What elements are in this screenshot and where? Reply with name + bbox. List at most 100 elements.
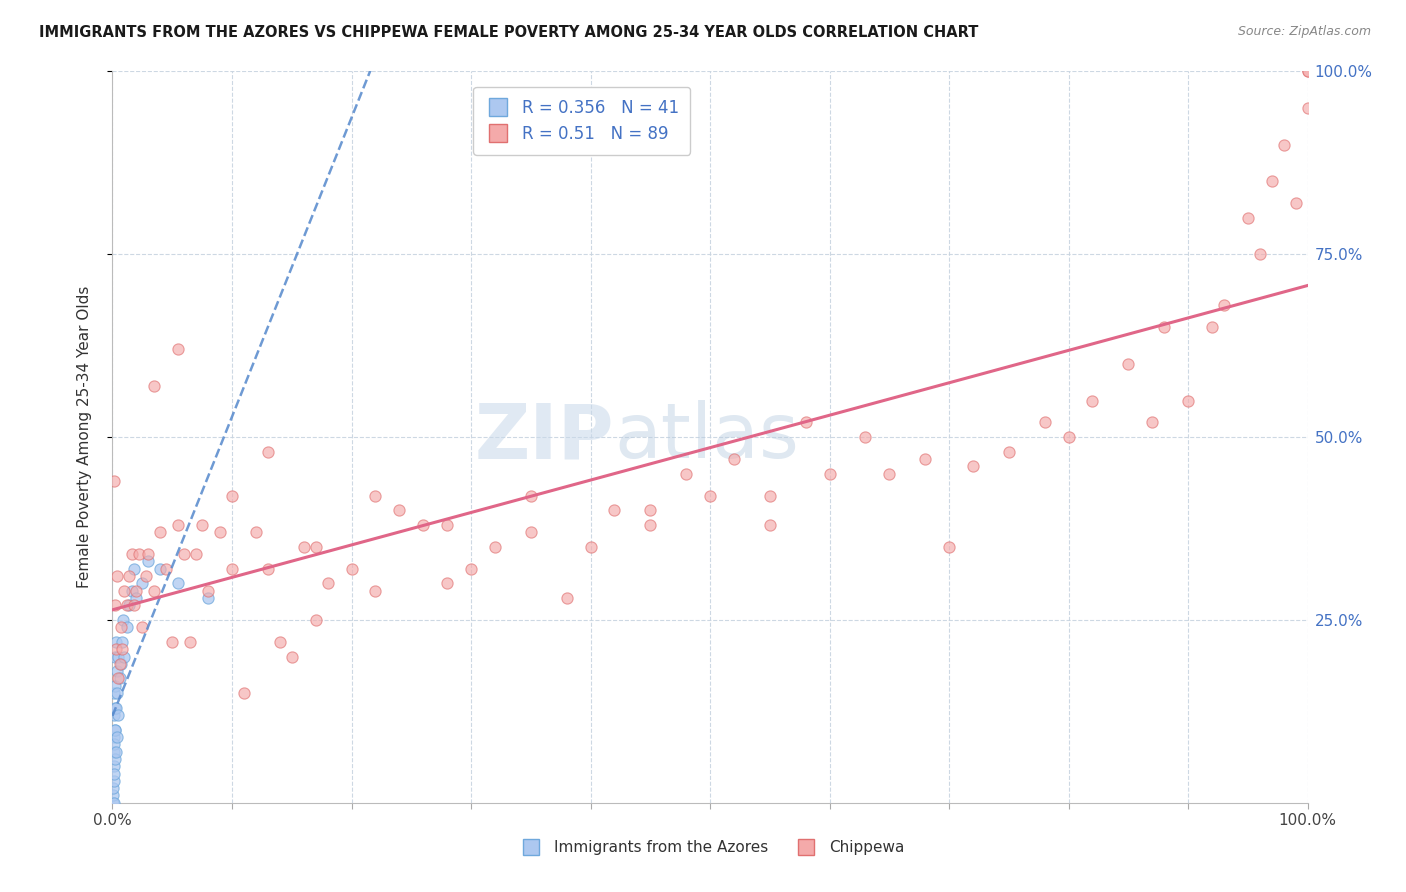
Point [221,562,243,576]
Point [101,796,124,810]
Point [699,489,721,503]
Point [162,635,183,649]
Point [520,489,543,503]
Point [103,796,125,810]
Point [104,700,127,714]
Point [115,599,138,613]
Point [412,517,434,532]
Point [105,730,128,744]
Point [364,583,387,598]
Point [155,562,177,576]
Point [103,730,125,744]
Point [105,642,128,657]
Point [1285,196,1308,211]
Point [118,569,141,583]
Point [107,708,129,723]
Point [484,540,506,554]
Point [104,723,127,737]
Point [1296,101,1319,115]
Point [143,583,166,598]
Point [103,766,125,780]
Point [149,525,172,540]
Point [105,745,128,759]
Point [316,576,339,591]
Point [138,554,160,568]
Point [111,635,134,649]
Point [108,657,131,671]
Point [364,489,387,503]
Point [111,642,134,657]
Point [110,620,132,634]
Point [1296,64,1319,78]
Point [143,379,166,393]
Point [149,562,172,576]
Point [1177,393,1199,408]
Point [138,547,160,561]
Point [1272,137,1295,152]
Point [103,773,125,788]
Point [186,547,208,561]
Point [103,759,125,773]
Point [436,517,458,532]
Point [122,599,145,613]
Point [879,467,901,481]
Point [1153,320,1175,334]
Point [104,679,127,693]
Point [173,547,195,561]
Point [103,686,125,700]
Point [221,489,243,503]
Point [723,452,745,467]
Point [112,613,135,627]
Point [388,503,411,517]
Point [914,452,936,467]
Point [135,569,157,583]
Point [105,635,128,649]
Point [794,416,817,430]
Point [179,635,201,649]
Point [855,430,877,444]
Point [167,343,190,357]
Point [114,649,135,664]
Point [104,599,127,613]
Text: atlas: atlas [614,401,799,474]
Text: IMMIGRANTS FROM THE AZORES VS CHIPPEWA FEMALE POVERTY AMONG 25-34 YEAR OLDS CORR: IMMIGRANTS FROM THE AZORES VS CHIPPEWA F… [39,25,979,40]
Point [104,752,127,766]
Point [121,547,143,561]
Point [1201,320,1223,334]
Point [1033,416,1056,430]
Point [675,467,697,481]
Point [1249,247,1271,261]
Point [603,503,626,517]
Point [1118,357,1140,371]
Point [257,562,280,576]
Point [436,576,458,591]
Point [1237,211,1260,225]
Point [759,489,782,503]
Point [555,591,578,605]
Point [131,576,153,591]
Point [640,517,662,532]
Point [818,467,841,481]
Text: Source: ZipAtlas.com: Source: ZipAtlas.com [1237,25,1371,38]
Point [122,562,145,576]
Point [107,672,129,686]
Y-axis label: Female Poverty Among 25-34 Year Olds: Female Poverty Among 25-34 Year Olds [77,286,91,588]
Point [233,686,256,700]
Point [1142,416,1164,430]
Point [103,789,125,803]
Point [197,583,219,598]
Point [209,525,232,540]
Point [103,737,125,751]
Point [245,525,267,540]
Point [197,591,219,605]
Point [121,583,143,598]
Point [118,599,141,613]
Point [107,649,129,664]
Point [759,517,782,532]
Point [105,569,128,583]
Point [167,576,190,591]
Point [1296,64,1319,78]
Point [104,649,127,664]
Point [115,620,138,634]
Point [640,503,662,517]
